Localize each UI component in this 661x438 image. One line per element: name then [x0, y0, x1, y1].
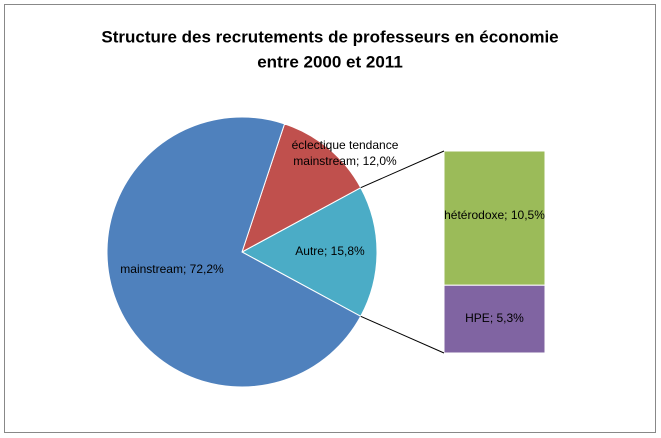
label-value: 15,8% — [331, 244, 365, 258]
slice-label: Autre; 15,8% — [295, 244, 365, 258]
label-sep: ; — [504, 208, 511, 222]
pie-slice — [241, 123, 362, 254]
label-value: 12,0% — [363, 154, 397, 168]
pie-slice — [240, 187, 378, 317]
bar-segment — [443, 150, 546, 286]
slice-label: éclectique tendance mainstream; 12,0% — [292, 138, 399, 168]
label-name: hétérodoxe — [444, 208, 504, 222]
label-value: 10,5% — [511, 208, 545, 222]
connector-line — [360, 150, 445, 189]
label-sep: ; — [183, 262, 190, 276]
label-sep: ; — [324, 244, 331, 258]
label-name: éclectique tendance — [292, 138, 399, 152]
pie-slice — [106, 116, 362, 388]
chart-subtitle: entre 2000 et 2011 — [257, 52, 403, 71]
label-value: 5,3% — [497, 311, 525, 325]
label-sep: ; — [356, 154, 363, 168]
label-value: 72,2% — [190, 262, 224, 276]
chart-title: Structure des recrutements de professeur… — [101, 27, 558, 46]
bar-segment — [443, 284, 546, 354]
label-sep: ; — [490, 311, 497, 325]
connector-line — [360, 315, 445, 354]
bar-label: hétérodoxe; 10,5% — [444, 208, 545, 222]
slice-label: mainstream; 72,2% — [120, 262, 224, 276]
bar-label: HPE; 5,3% — [465, 311, 524, 325]
label-name: mainstream — [293, 154, 356, 168]
label-name: mainstream — [120, 262, 183, 276]
label-name: HPE — [465, 311, 490, 325]
label-name: Autre — [295, 244, 324, 258]
